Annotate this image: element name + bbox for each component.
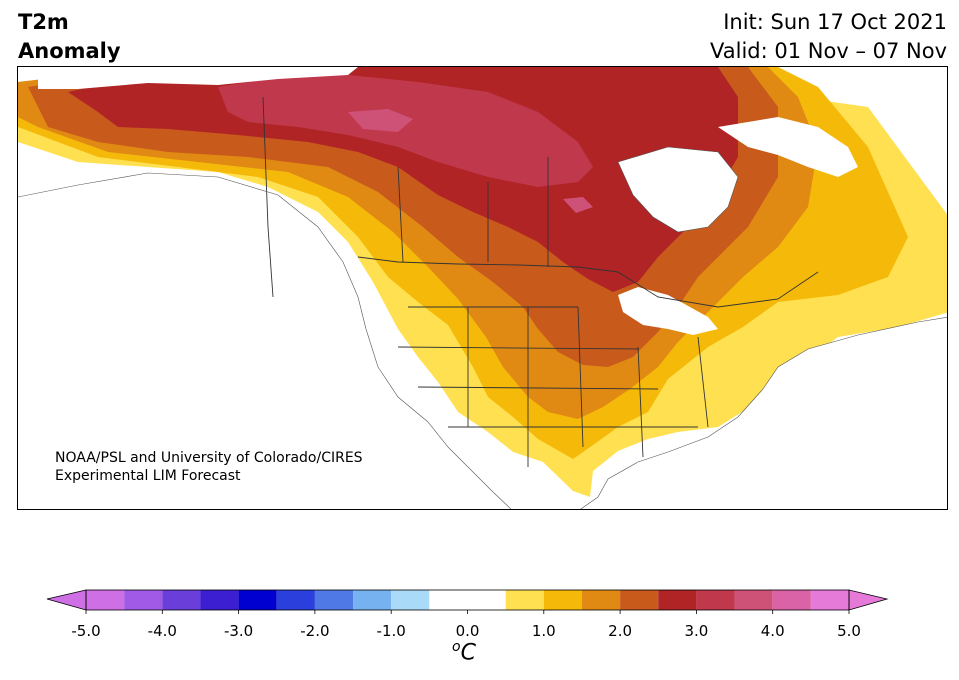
great-lakes — [618, 287, 718, 335]
ocean-gulf-atlantic — [580, 317, 947, 509]
anomaly-region-pink — [348, 109, 413, 132]
ocean-pacific — [18, 173, 511, 509]
anomaly-region-pink-2 — [563, 197, 593, 213]
colorbar-bin — [314, 590, 354, 610]
title-line-1: T2m — [18, 10, 69, 34]
anomaly-region-crimson — [218, 75, 593, 187]
forecast-dates: Init: Sun 17 Oct 2021 Valid: 01 Nov – 07… — [710, 8, 947, 66]
colorbar-over-arrow — [848, 589, 889, 611]
anomaly-map — [17, 66, 948, 510]
map-canvas — [18, 67, 947, 509]
colorbar-bin — [734, 590, 773, 610]
colorbar-bin — [86, 590, 125, 610]
political-boundaries — [262, 96, 819, 467]
colorbar-bin — [200, 590, 239, 610]
credit-line-1: NOAA/PSL and University of Colorado/CIRE… — [55, 450, 363, 466]
colorbar-bin — [620, 590, 659, 610]
colorbar-bin — [391, 590, 430, 610]
colorbar-tick-label: 0.0 — [456, 622, 480, 640]
arctic-ocean — [38, 67, 358, 89]
unit-letter: C — [460, 640, 476, 666]
colorbar-tick-label: -4.0 — [148, 622, 177, 640]
colorbar-bin — [276, 590, 315, 610]
colorbar: -5.0 -4.0 -3.0 -2.0 -1.0 0.0 1.0 2.0 3.0 4.0 5.0 — [46, 589, 889, 640]
init-date: Init: Sun 17 Oct 2021 — [723, 10, 947, 34]
colorbar-bin — [162, 590, 201, 610]
colorbar-unit: oC — [452, 639, 476, 665]
colorbar-bin — [124, 590, 163, 610]
colorbar-bin — [658, 590, 697, 610]
data-credit: NOAA/PSL and University of Colorado/CIRE… — [55, 449, 363, 485]
colorbar-tick-label: 3.0 — [684, 622, 708, 640]
colorbar-tick-label: -2.0 — [300, 622, 329, 640]
colorbar-under-arrow — [46, 589, 87, 611]
credit-line-2: Experimental LIM Forecast — [55, 468, 241, 484]
coastlines — [18, 146, 947, 509]
colorbar-tick-label: -5.0 — [71, 622, 100, 640]
colorbar-bin — [543, 590, 582, 610]
colorbar-tick-label: -1.0 — [377, 622, 406, 640]
colorbar-bin — [696, 590, 735, 610]
colorbar-bin — [238, 590, 277, 610]
unit-degree: o — [452, 639, 461, 655]
baffin-region — [718, 117, 858, 177]
colorbar-bin — [772, 590, 811, 610]
valid-range: Valid: 01 Nov – 07 Nov — [710, 39, 947, 63]
colorbar-bin — [810, 590, 849, 610]
colorbar-bin — [429, 590, 506, 610]
hudson-bay — [618, 147, 738, 232]
colorbar-tick-label: -3.0 — [224, 622, 253, 640]
colorbar-tick-label: 2.0 — [608, 622, 632, 640]
anomaly-region-red — [68, 67, 738, 292]
colorbar-tick-label: 1.0 — [532, 622, 556, 640]
colorbar-tick-label: 5.0 — [837, 622, 861, 640]
colorbar-tick-label: 4.0 — [761, 622, 785, 640]
colorbar-bin — [581, 590, 621, 610]
title-line-2: Anomaly — [18, 39, 121, 63]
map-title: T2m Anomaly — [18, 8, 121, 66]
colorbar-bin — [505, 590, 544, 610]
colorbar-bin — [353, 590, 392, 610]
